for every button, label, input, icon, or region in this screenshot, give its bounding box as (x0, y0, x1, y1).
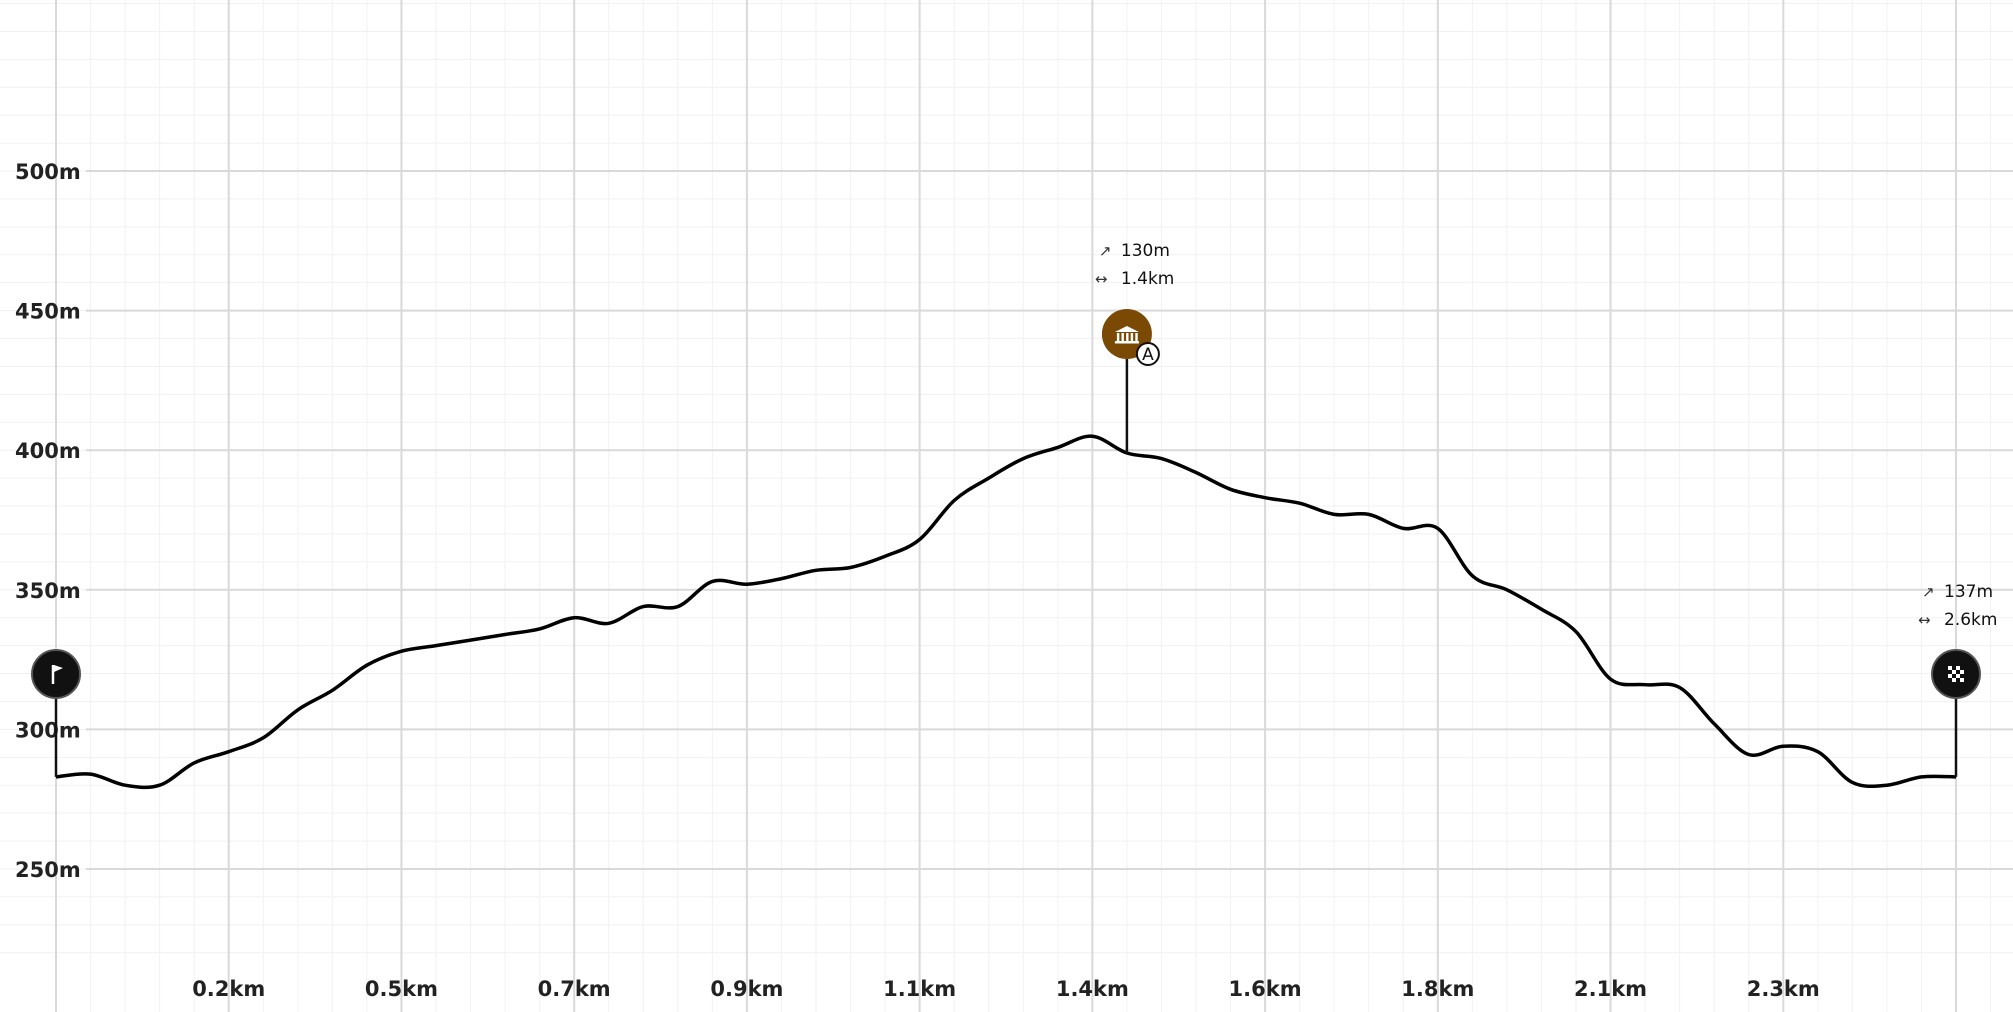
distance-icon: ↔ (1095, 270, 1108, 288)
x-tick-label: 1.8km (1401, 977, 1474, 1001)
x-tick-label: 2.1km (1574, 977, 1647, 1001)
ascent-icon: ↗ (1099, 242, 1112, 260)
elevation-line (55, 434, 1957, 790)
museum-column (1135, 333, 1138, 341)
x-tick-label: 0.2km (192, 977, 265, 1001)
y-tick-label: 250m (15, 858, 81, 882)
checker-square (1948, 666, 1952, 670)
marker-start (31, 649, 81, 777)
flag-icon (51, 665, 63, 684)
museum-roof (1114, 326, 1139, 332)
x-tick-label: 0.5km (365, 977, 438, 1001)
distance-value: 1.4km (1121, 269, 1174, 289)
x-tick-label: 1.6km (1229, 977, 1302, 1001)
marker-A: A (1101, 309, 1160, 453)
marker-circle (31, 649, 81, 699)
checker-square (1956, 666, 1960, 670)
checker-square (1948, 678, 1952, 682)
museum-column (1121, 333, 1124, 341)
checker-square (1952, 666, 1956, 670)
y-tick-label: 350m (15, 579, 81, 603)
y-axis-labels: 250m 300m 350m 400m 450m 500m (15, 160, 81, 882)
distance-value: 2.6km (1944, 610, 1997, 630)
museum-column (1126, 333, 1129, 341)
elevation-profile (55, 434, 1957, 790)
marker-badge (1135, 342, 1160, 366)
checker-square (1952, 678, 1956, 682)
checker-square (1960, 674, 1964, 678)
ascent-value: 130m (1121, 241, 1170, 261)
x-tick-label: 2.3km (1747, 977, 1820, 1001)
checker-square (1956, 678, 1960, 682)
checker-square (1960, 670, 1964, 674)
route-markers: A ↗ 130m ↔ 1.4km ↗ 137m ↔ 2.6km (31, 241, 1997, 777)
museum-base (1114, 341, 1139, 344)
y-tick-label: 300m (15, 718, 81, 742)
museum-column (1130, 333, 1134, 341)
checkered-flag-icon (1948, 666, 1964, 682)
ascent-icon: ↗ (1922, 583, 1935, 601)
major-grid (55, 0, 2013, 1012)
checker-square (1956, 670, 1960, 674)
x-tick-label: 1.1km (883, 977, 956, 1001)
marker-badge-label: A (1142, 345, 1154, 365)
y-tick-label: 500m (15, 160, 81, 184)
ascent-value: 137m (1944, 582, 1993, 602)
flag-cloth (54, 665, 63, 672)
checker-square (1960, 678, 1964, 682)
x-axis-labels: 0.2km 0.5km 0.7km 0.9km 1.1km 1.4km 1.6km 1.8km… (192, 977, 1820, 1001)
marker-stats: ↗ 137m ↔ 2.6km (1918, 582, 1997, 630)
distance-icon: ↔ (1918, 611, 1931, 629)
checker-square (1960, 666, 1964, 670)
x-tick-label: 0.7km (538, 977, 611, 1001)
checker-square (1948, 670, 1952, 674)
y-tick-label: 450m (15, 300, 81, 324)
checker-square (1956, 674, 1960, 678)
x-tick-label: 0.9km (710, 977, 783, 1001)
marker-stats: ↗ 130m ↔ 1.4km (1095, 241, 1174, 289)
marker-finish (1931, 649, 1981, 777)
museum-column (1116, 333, 1120, 341)
checker-square (1948, 674, 1952, 678)
checker-square (1952, 674, 1956, 678)
museum-icon (1114, 326, 1139, 344)
checker-square (1952, 670, 1956, 674)
x-tick-label: 1.4km (1056, 977, 1129, 1001)
y-tick-label: 400m (15, 439, 81, 463)
